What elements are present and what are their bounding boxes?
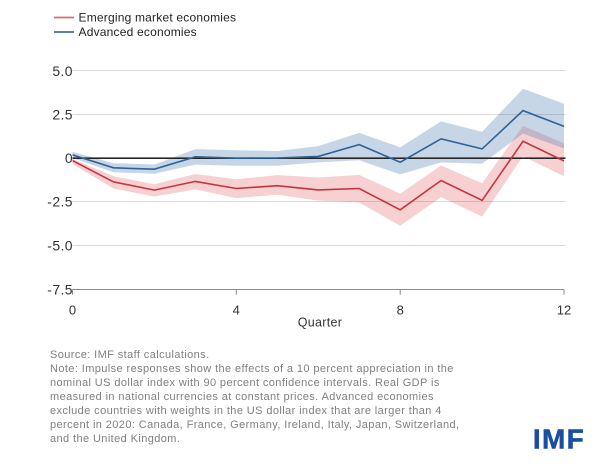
- svg-text:-2.5: -2.5: [47, 194, 73, 210]
- svg-text:5.0: 5.0: [52, 63, 73, 79]
- svg-text:0: 0: [69, 303, 76, 318]
- svg-text:-7.5: -7.5: [47, 282, 73, 298]
- svg-text:0: 0: [65, 150, 73, 166]
- svg-text:Advanced economies: Advanced economies: [79, 25, 197, 39]
- svg-text:exclude countries with weights: exclude countries with weights in the US…: [50, 405, 442, 417]
- svg-text:measured in national currencie: measured in national currencies at const…: [50, 391, 434, 403]
- svg-text:12: 12: [557, 303, 571, 318]
- svg-text:percent in 2020: Canada, Franc: percent in 2020: Canada, France, Germany…: [50, 419, 459, 431]
- svg-text:-5.0: -5.0: [47, 237, 73, 253]
- svg-text:Note: Impulse responses show t: Note: Impulse responses show the effects…: [50, 363, 454, 375]
- svg-text:2.5: 2.5: [52, 107, 73, 123]
- svg-text:Emerging market economies: Emerging market economies: [79, 11, 237, 25]
- svg-text:8: 8: [397, 303, 404, 318]
- svg-text:nominal US dollar index with 9: nominal US dollar index with 90 percent …: [50, 377, 440, 389]
- svg-text:4: 4: [233, 303, 240, 318]
- svg-text:and the United Kingdom.: and the United Kingdom.: [50, 433, 180, 445]
- svg-text:IMF: IMF: [533, 424, 585, 455]
- svg-text:Source: IMF staff calculations: Source: IMF staff calculations.: [50, 349, 210, 361]
- svg-text:Quarter: Quarter: [298, 316, 342, 330]
